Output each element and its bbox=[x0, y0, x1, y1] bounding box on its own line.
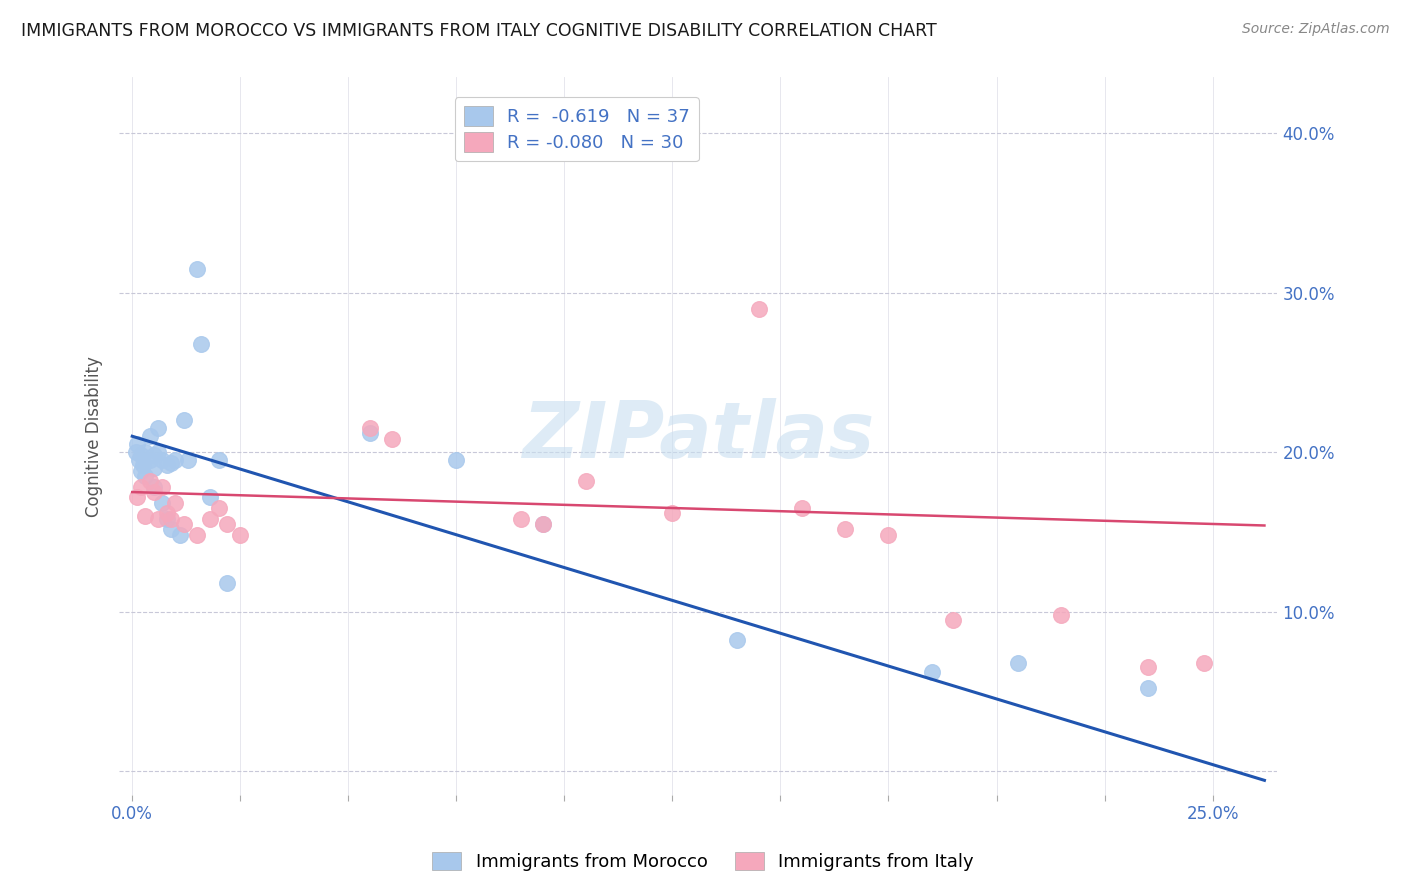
Point bbox=[198, 490, 221, 504]
Point bbox=[748, 301, 770, 316]
Point bbox=[138, 453, 160, 467]
Point bbox=[359, 421, 381, 435]
Point bbox=[446, 453, 468, 467]
Point bbox=[146, 445, 169, 459]
Y-axis label: Cognitive Disability: Cognitive Disability bbox=[86, 356, 103, 516]
Point bbox=[380, 433, 402, 447]
Point bbox=[1136, 660, 1159, 674]
Point bbox=[156, 506, 179, 520]
Point bbox=[1192, 656, 1215, 670]
Point bbox=[877, 528, 900, 542]
Point bbox=[129, 464, 152, 478]
Point bbox=[134, 445, 156, 459]
Point bbox=[790, 501, 813, 516]
Point bbox=[217, 576, 239, 591]
Point bbox=[1050, 607, 1073, 622]
Point bbox=[160, 522, 183, 536]
Point bbox=[359, 425, 381, 440]
Point bbox=[834, 522, 856, 536]
Point bbox=[173, 413, 195, 427]
Point bbox=[142, 485, 165, 500]
Point bbox=[128, 453, 150, 467]
Point bbox=[125, 490, 148, 504]
Legend: R =  -0.619   N = 37, R = -0.080   N = 30: R = -0.619 N = 37, R = -0.080 N = 30 bbox=[454, 97, 699, 161]
Point bbox=[132, 458, 155, 472]
Point bbox=[173, 516, 195, 531]
Point bbox=[177, 453, 200, 467]
Point bbox=[138, 429, 160, 443]
Point bbox=[165, 496, 187, 510]
Point bbox=[129, 480, 152, 494]
Point bbox=[1136, 681, 1159, 696]
Point bbox=[160, 456, 183, 470]
Point bbox=[138, 474, 160, 488]
Point bbox=[190, 336, 212, 351]
Point bbox=[125, 437, 148, 451]
Point bbox=[169, 528, 191, 542]
Point bbox=[134, 469, 156, 483]
Point bbox=[229, 528, 252, 542]
Point bbox=[186, 261, 208, 276]
Point bbox=[156, 512, 179, 526]
Point bbox=[125, 445, 148, 459]
Point bbox=[921, 665, 943, 680]
Point bbox=[575, 474, 598, 488]
Point bbox=[146, 421, 169, 435]
Point bbox=[165, 453, 187, 467]
Point bbox=[156, 458, 179, 472]
Point bbox=[208, 453, 231, 467]
Point bbox=[152, 453, 174, 467]
Text: ZIPatlas: ZIPatlas bbox=[522, 398, 875, 475]
Point bbox=[217, 516, 239, 531]
Point bbox=[142, 461, 165, 475]
Point bbox=[134, 508, 156, 523]
Text: IMMIGRANTS FROM MOROCCO VS IMMIGRANTS FROM ITALY COGNITIVE DISABILITY CORRELATIO: IMMIGRANTS FROM MOROCCO VS IMMIGRANTS FR… bbox=[21, 22, 936, 40]
Point bbox=[208, 501, 231, 516]
Point bbox=[129, 449, 152, 463]
Point bbox=[160, 512, 183, 526]
Point bbox=[146, 512, 169, 526]
Legend: Immigrants from Morocco, Immigrants from Italy: Immigrants from Morocco, Immigrants from… bbox=[425, 845, 981, 879]
Point bbox=[725, 633, 748, 648]
Point bbox=[152, 480, 174, 494]
Point bbox=[1007, 656, 1029, 670]
Point bbox=[531, 516, 554, 531]
Point bbox=[531, 516, 554, 531]
Point bbox=[198, 512, 221, 526]
Point bbox=[152, 496, 174, 510]
Point bbox=[186, 528, 208, 542]
Point bbox=[510, 512, 533, 526]
Point bbox=[942, 613, 965, 627]
Text: Source: ZipAtlas.com: Source: ZipAtlas.com bbox=[1241, 22, 1389, 37]
Point bbox=[142, 480, 165, 494]
Point bbox=[661, 506, 683, 520]
Point bbox=[142, 449, 165, 463]
